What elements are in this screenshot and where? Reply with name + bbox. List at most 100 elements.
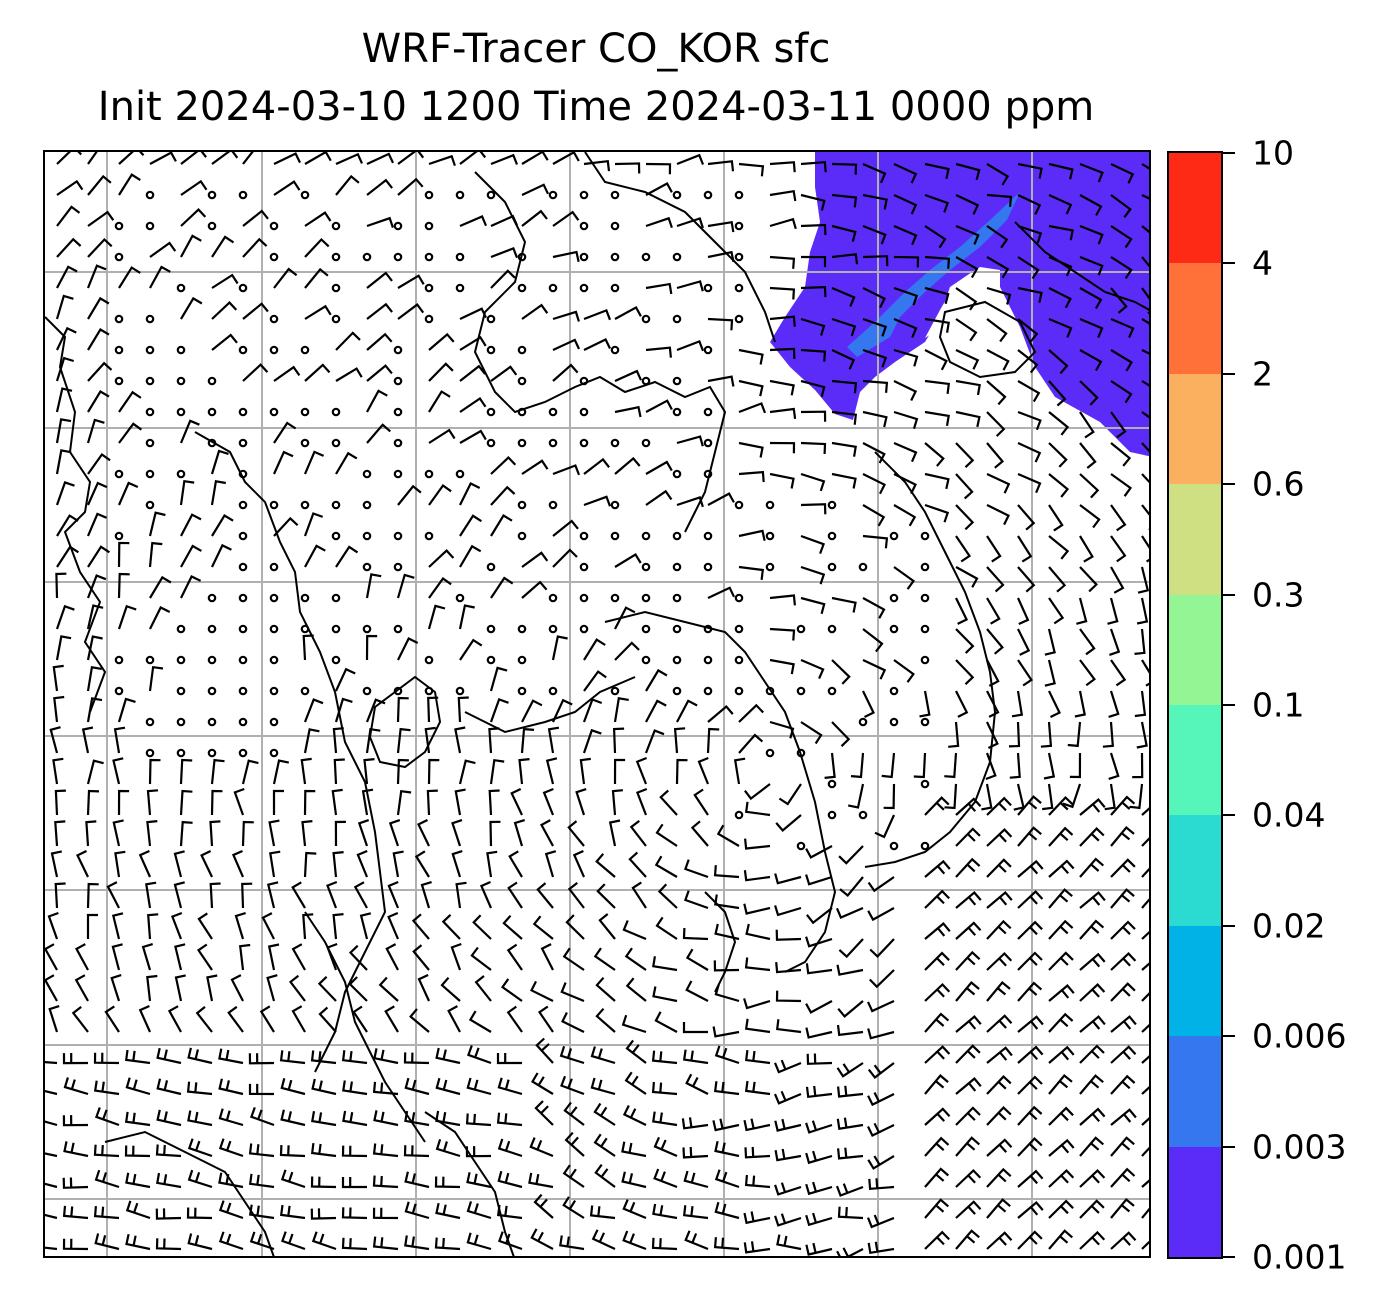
- wind-barb: [714, 984, 740, 1003]
- calm-wind-circle: [362, 252, 372, 262]
- wind-barb: [986, 659, 1000, 687]
- wind-barb: [454, 726, 466, 754]
- calm-wind-circle: [889, 624, 899, 634]
- wind-barb: [676, 339, 705, 352]
- wind-barb: [356, 849, 369, 878]
- wind-barb: [955, 256, 979, 279]
- calm-wind-circle: [548, 190, 558, 200]
- wind-barb: [434, 1176, 461, 1189]
- wind-barb: [273, 152, 301, 165]
- wind-barb: [744, 957, 771, 972]
- wind-barb: [1017, 795, 1042, 816]
- coast-island-west: [368, 675, 442, 769]
- wind-barb: [174, 974, 186, 1002]
- wind-barb: [93, 1144, 120, 1158]
- wind-barb: [428, 154, 456, 167]
- wind-barb: [372, 1081, 399, 1096]
- wind-barb: [211, 333, 238, 351]
- wind-barb: [955, 410, 981, 428]
- calm-wind-circle: [827, 500, 837, 510]
- wind-barb: [595, 1007, 616, 1033]
- wind-barb: [924, 255, 951, 269]
- wind-barb: [743, 903, 771, 915]
- calm-wind-circle: [827, 624, 837, 634]
- coast-west-peninsula: [45, 316, 107, 713]
- wind-barb: [230, 974, 244, 1002]
- calm-wind-circle: [269, 407, 279, 417]
- wind-barb: [582, 728, 602, 754]
- calm-wind-circle: [455, 593, 465, 603]
- calm-wind-circle: [579, 562, 589, 572]
- wind-barb: [955, 1077, 982, 1095]
- wind-barb: [986, 1046, 1013, 1064]
- wind-barb: [1110, 163, 1135, 184]
- wind-barb: [465, 1113, 492, 1127]
- wind-barb: [397, 484, 422, 506]
- wind-barb: [631, 881, 647, 909]
- wind-barb: [211, 273, 239, 289]
- calm-wind-circle: [331, 407, 341, 417]
- calm-wind-circle: [207, 717, 217, 727]
- calm-wind-circle: [548, 624, 558, 634]
- wind-barb: [363, 758, 375, 785]
- wind-barb: [924, 317, 950, 333]
- calm-wind-circle: [486, 438, 496, 448]
- wind-barb: [218, 1108, 244, 1127]
- wind-barb: [862, 442, 886, 464]
- wind-barb: [862, 473, 886, 495]
- calm-wind-circle: [424, 314, 434, 324]
- calm-wind-circle: [734, 624, 744, 634]
- wind-barb: [174, 943, 186, 971]
- wind-barb: [459, 638, 483, 661]
- wind-barb: [1104, 783, 1116, 811]
- wind-barb: [62, 1177, 89, 1189]
- wind-barb: [117, 697, 136, 723]
- calm-wind-circle: [920, 779, 930, 789]
- wind-barb: [86, 481, 108, 506]
- calm-wind-circle: [114, 221, 124, 231]
- wind-barb: [862, 410, 888, 428]
- wind-barb: [579, 757, 591, 785]
- calm-wind-circle: [765, 500, 775, 510]
- wind-barb: [403, 1145, 430, 1158]
- calm-wind-circle: [145, 314, 155, 324]
- wind-barb: [955, 1106, 981, 1126]
- wind-barb: [1017, 224, 1043, 244]
- wind-barb: [1017, 256, 1040, 280]
- wind-barb: [173, 881, 185, 909]
- calm-wind-circle: [300, 438, 310, 448]
- wind-barb: [800, 223, 827, 236]
- wind-barb: [365, 698, 386, 723]
- calm-wind-circle: [765, 748, 775, 758]
- wind-barb: [540, 819, 554, 847]
- calm-wind-circle: [393, 376, 403, 386]
- calm-wind-circle: [827, 686, 837, 696]
- wind-barb: [775, 929, 802, 941]
- wind-barb: [986, 256, 1010, 279]
- calm-wind-circle: [238, 531, 248, 541]
- wind-barb: [55, 356, 75, 382]
- wind-barb: [87, 361, 113, 382]
- colorbar-tick-label: 0.3: [1252, 575, 1305, 615]
- wind-barb: [714, 1140, 740, 1158]
- calm-wind-circle: [393, 562, 403, 572]
- wind-barb: [1048, 287, 1072, 309]
- calm-wind-circle: [517, 531, 527, 541]
- wind-barb: [86, 604, 104, 630]
- wind-barb: [955, 194, 980, 215]
- wind-barb: [1110, 194, 1132, 218]
- colorbar-segment: [1169, 1146, 1221, 1257]
- wind-barb: [645, 346, 672, 358]
- wind-barb: [242, 302, 269, 320]
- calm-wind-circle: [734, 314, 744, 324]
- wind-barb: [496, 1204, 523, 1220]
- wind-barb: [1079, 1044, 1105, 1064]
- wind-barb: [218, 1231, 244, 1251]
- wind-barb: [986, 380, 1007, 406]
- colorbar-tick-label: 0.001: [1252, 1237, 1347, 1277]
- wind-barb: [1110, 795, 1136, 816]
- wind-barb: [1017, 442, 1042, 463]
- calm-wind-circle: [641, 252, 651, 262]
- wind-barb: [241, 882, 253, 909]
- calm-wind-circle: [672, 593, 682, 603]
